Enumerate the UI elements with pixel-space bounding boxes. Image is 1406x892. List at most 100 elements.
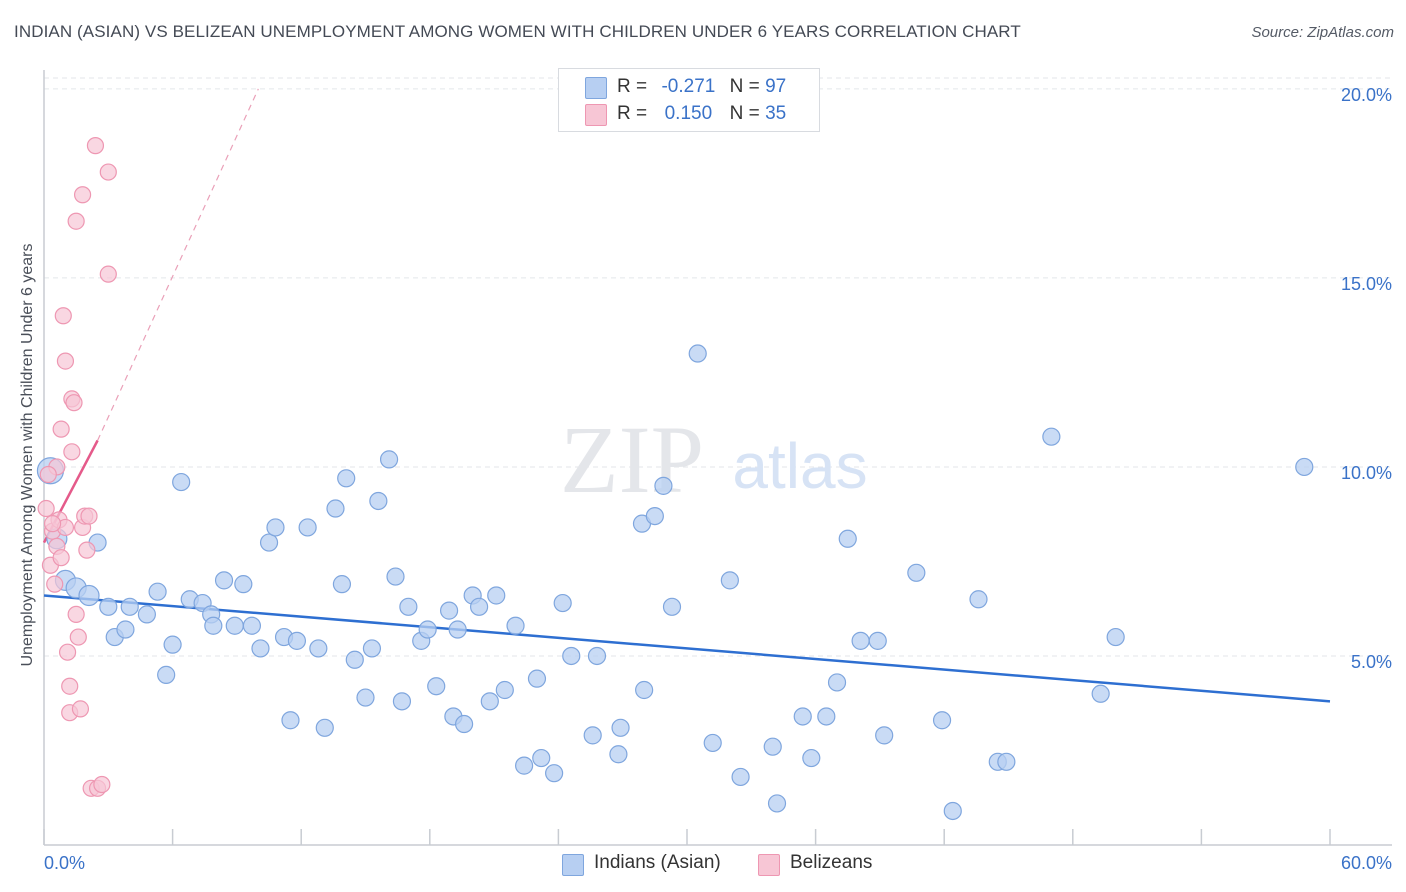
legend-series-name: Indians (Asian) (594, 852, 721, 873)
legend-swatch-blue (585, 77, 607, 99)
data-point-indians (469, 597, 489, 616)
data-point-indians (266, 518, 285, 537)
data-point-belizeans (69, 628, 87, 646)
data-point-indians (932, 711, 952, 730)
data-point-indians (943, 801, 962, 821)
data-point-indians (645, 506, 664, 526)
data-point-indians (611, 718, 630, 737)
legend-n-label: N = (729, 103, 760, 124)
data-point-belizeans (65, 394, 83, 412)
data-point-indians (369, 491, 388, 511)
data-point-indians (116, 620, 135, 639)
data-point-belizeans (99, 265, 117, 283)
data-point-indians (1091, 684, 1110, 703)
data-point-belizeans (99, 163, 117, 181)
data-point-indians (386, 567, 405, 586)
data-point-indians (875, 726, 894, 745)
data-point-indians (148, 582, 167, 601)
data-point-indians (851, 631, 870, 650)
legend-r-label: R = (617, 76, 648, 97)
trend-line-indians (43, 594, 1331, 703)
data-point-indians (907, 563, 926, 582)
legend-r-value: -0.271 (661, 76, 716, 97)
series-indians-asian (36, 344, 1314, 821)
data-point-indians (427, 677, 446, 696)
chart-title: INDIAN (ASIAN) VS BELIZEAN UNEMPLOYMENT … (14, 22, 1021, 41)
legend-r-label: R = (617, 103, 648, 124)
data-point-belizeans (78, 541, 96, 559)
watermark-atlas: atlas (732, 430, 867, 502)
data-point-indians (392, 692, 412, 711)
data-point-belizeans (86, 137, 105, 155)
data-point-indians (399, 597, 418, 616)
data-point-indians (495, 680, 514, 700)
data-point-indians (1106, 627, 1125, 647)
data-point-indians (78, 584, 100, 607)
data-point-indians (532, 748, 551, 768)
data-point-indians (817, 707, 836, 726)
legend-n-label: N = (729, 76, 760, 97)
data-point-belizeans (73, 186, 92, 204)
data-point-belizeans (43, 515, 62, 533)
data-point-indians (163, 635, 182, 654)
data-point-belizeans (46, 575, 64, 593)
data-point-indians (635, 680, 654, 700)
legend-n-value: 97 (765, 76, 787, 97)
data-point-indians (545, 764, 564, 783)
data-point-indians (379, 450, 399, 469)
legend-swatch-blue (562, 854, 584, 876)
x-tick-label-max: 60.0% (1341, 853, 1392, 873)
watermark: ZIP atlas (560, 406, 868, 513)
data-point-belizeans (67, 605, 85, 623)
y-tick-label: 5.0% (1351, 652, 1392, 672)
data-point-indians (506, 616, 525, 635)
data-point-indians (332, 575, 352, 594)
data-point-indians (259, 533, 279, 552)
data-point-indians (1295, 457, 1314, 477)
data-point-indians (793, 707, 812, 726)
y-tick-labels: 5.0% 10.0% 15.0% 20.0% (1341, 85, 1392, 672)
data-point-indians (356, 688, 375, 707)
data-point-indians (242, 616, 262, 635)
data-point-belizeans (67, 212, 85, 230)
x-tick-label-min: 0.0% (44, 853, 85, 873)
data-point-indians (515, 756, 534, 775)
data-point-indians (214, 571, 234, 590)
grid-lines (44, 77, 1392, 657)
data-point-indians (281, 711, 300, 730)
data-point-indians (204, 616, 223, 635)
trend-lines (42, 88, 1331, 703)
data-point-belizeans (61, 677, 79, 695)
data-point-indians (802, 748, 821, 768)
y-tick-label: 15.0% (1341, 274, 1392, 294)
legend-series-name: Belizeans (790, 852, 873, 873)
data-point-indians (137, 605, 156, 624)
data-point-indians (720, 571, 739, 590)
axes (43, 70, 1392, 846)
data-point-indians (609, 745, 628, 764)
correlation-legend: R = -0.271 N = 97 R = 0.150 N = 35 (558, 68, 820, 132)
data-point-indians (827, 673, 847, 692)
data-point-indians (337, 469, 356, 488)
data-point-belizeans (71, 700, 90, 718)
data-point-belizeans (56, 352, 75, 370)
legend-n-value: 35 (765, 103, 787, 124)
data-point-indians (309, 639, 328, 658)
data-point-indians (703, 733, 722, 753)
legend-swatch-pink (758, 854, 780, 876)
data-point-indians (326, 499, 345, 518)
data-point-indians (527, 669, 547, 688)
series-belizeans (37, 137, 117, 797)
data-point-indians (969, 590, 988, 609)
data-point-belizeans (93, 775, 111, 794)
data-point-indians (583, 726, 602, 745)
data-point-indians (562, 646, 581, 666)
data-point-indians (997, 752, 1016, 771)
legend-r-value: 0.150 (664, 103, 713, 124)
data-point-indians (731, 767, 750, 787)
data-point-indians (287, 631, 307, 650)
data-point-indians (298, 518, 317, 537)
data-point-indians (1042, 427, 1061, 446)
data-point-indians (553, 593, 572, 613)
